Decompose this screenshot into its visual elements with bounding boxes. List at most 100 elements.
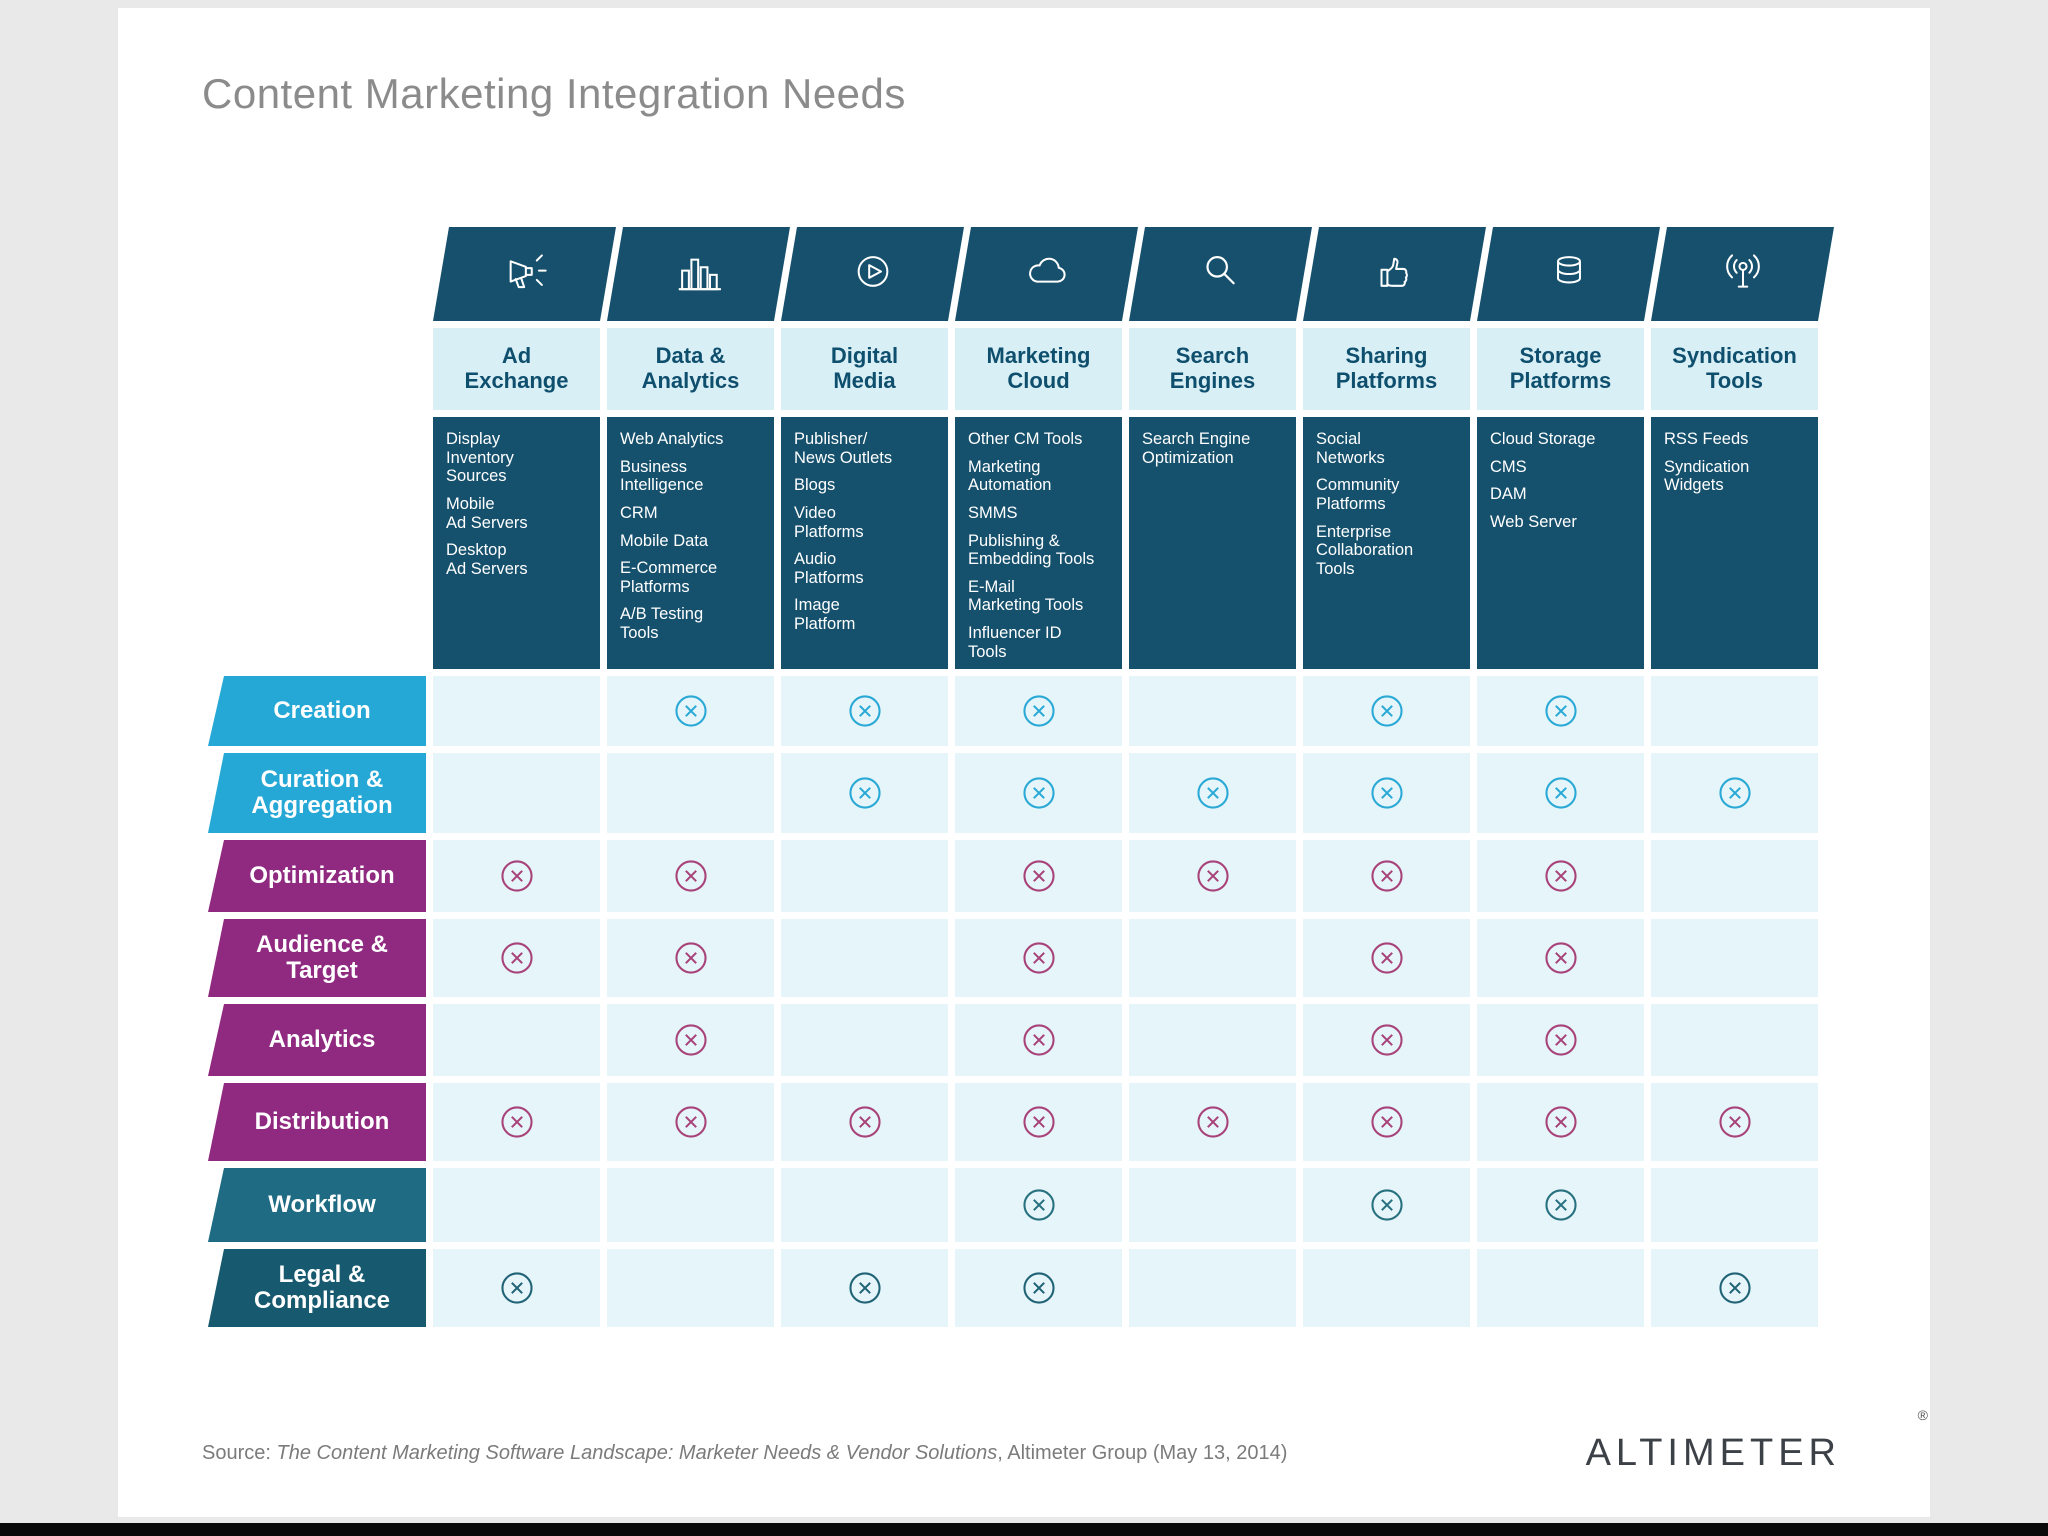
matrix-cell <box>955 1168 1122 1242</box>
circled-x-mark <box>674 694 708 728</box>
column-item: Mobile Ad Servers <box>446 494 528 532</box>
cloud-icon <box>955 227 1138 321</box>
column-items: Publisher/ News Outlets Blogs Video Platfo… <box>781 417 948 669</box>
row-label: Curation & Aggregation <box>208 753 426 833</box>
broadcast-icon <box>1651 227 1834 321</box>
circled-x-mark <box>1370 1188 1404 1222</box>
integration-matrix: Ad Exchange Data & Analytics Digital Media… <box>208 227 1818 1327</box>
bottom-bar <box>0 1523 2048 1536</box>
matrix-cell <box>1651 1004 1818 1076</box>
matrix-cell <box>433 1083 600 1161</box>
circled-x-mark <box>1370 694 1404 728</box>
column-item: Other CM Tools <box>968 430 1083 448</box>
circled-x-mark <box>1196 776 1230 810</box>
circled-x-mark <box>1022 859 1056 893</box>
column-item: E-Mail Marketing Tools <box>968 577 1084 615</box>
column-icon-cell <box>1129 227 1296 321</box>
column-item: RSS Feeds <box>1664 430 1749 448</box>
row-label: Distribution <box>208 1083 426 1161</box>
circled-x-mark <box>1544 859 1578 893</box>
matrix-cell <box>433 1168 600 1242</box>
column-item: Syndication Widgets <box>1664 457 1750 495</box>
matrix-cell <box>607 840 774 912</box>
matrix-cell <box>1303 676 1470 746</box>
matrix-cell <box>607 1004 774 1076</box>
matrix-cell <box>781 1004 948 1076</box>
matrix-cell <box>433 1249 600 1327</box>
circled-x-mark <box>674 941 708 975</box>
column-icon-cell <box>1477 227 1644 321</box>
matrix-cell <box>1651 1083 1818 1161</box>
circled-x-mark <box>1718 776 1752 810</box>
column-item: CRM <box>620 503 658 522</box>
matrix-cell <box>955 1083 1122 1161</box>
matrix-cell <box>607 676 774 746</box>
matrix-cell <box>1477 676 1644 746</box>
circled-x-mark <box>1196 859 1230 893</box>
row-label: Audience & Target <box>208 919 426 997</box>
source-prefix: Source: <box>202 1442 277 1464</box>
circled-x-mark <box>848 694 882 728</box>
circled-x-mark <box>848 1105 882 1139</box>
matrix-cell <box>607 919 774 997</box>
column-item: Cloud Storage <box>1490 430 1596 448</box>
matrix-cell <box>607 1083 774 1161</box>
matrix-cell <box>955 753 1122 833</box>
matrix-cell <box>955 1004 1122 1076</box>
column-item: SMMS <box>968 503 1018 522</box>
circled-x-mark <box>1718 1271 1752 1305</box>
matrix-cell <box>1129 840 1296 912</box>
column-title: Storage Platforms <box>1477 328 1644 410</box>
row-label: Legal & Compliance <box>208 1249 426 1327</box>
circled-x-mark <box>1544 1188 1578 1222</box>
circled-x-mark <box>1544 941 1578 975</box>
column-item: Mobile Data <box>620 531 709 550</box>
circled-x-mark <box>1022 776 1056 810</box>
circled-x-mark <box>674 859 708 893</box>
column-item: Publisher/ News Outlets <box>794 430 893 467</box>
column-item: Social Networks <box>1316 430 1385 467</box>
circled-x-mark <box>1022 1023 1056 1057</box>
matrix-cell <box>955 676 1122 746</box>
column-item: Search Engine Optimization <box>1142 430 1251 467</box>
column-items: Display Inventory Sources Mobile Ad Serve… <box>433 417 600 669</box>
matrix-cell <box>1477 840 1644 912</box>
column-title: Sharing Platforms <box>1303 328 1470 410</box>
matrix-cell <box>781 753 948 833</box>
matrix-cell <box>1303 840 1470 912</box>
matrix-cell <box>781 919 948 997</box>
matrix-cell <box>1477 1249 1644 1327</box>
matrix-cell <box>1477 919 1644 997</box>
search-icon <box>1129 227 1312 321</box>
matrix-cell <box>1129 1168 1296 1242</box>
circled-x-mark <box>1370 1105 1404 1139</box>
column-items: Other CM Tools Marketing Automation SMMS Pu… <box>955 417 1122 669</box>
page-title: Content Marketing Integration Needs <box>202 70 906 117</box>
slide: Content Marketing Integration Needs Ad E… <box>118 8 1930 1517</box>
column-icon-cell <box>781 227 948 321</box>
column-item: Publishing & Embedding Tools <box>968 531 1095 569</box>
matrix-cell <box>1651 919 1818 997</box>
column-item: E-Commerce Platforms <box>620 559 718 596</box>
column-item: Video Platforms <box>794 503 864 541</box>
matrix-cell <box>781 1083 948 1161</box>
circled-x-mark <box>1022 1188 1056 1222</box>
column-title: Ad Exchange <box>433 328 600 410</box>
column-item: Blogs <box>794 476 836 495</box>
column-items: Search Engine Optimization <box>1129 417 1296 669</box>
matrix-cell <box>781 1249 948 1327</box>
matrix-cell <box>433 676 600 746</box>
row-label: Analytics <box>208 1004 426 1076</box>
circled-x-mark <box>674 1023 708 1057</box>
column-items: RSS Feeds Syndication Widgets <box>1651 417 1818 669</box>
matrix-cell <box>1129 1004 1296 1076</box>
matrix-cell <box>1477 1083 1644 1161</box>
matrix-cell <box>1303 919 1470 997</box>
matrix-cell <box>955 919 1122 997</box>
source-title: The Content Marketing Software Landscape… <box>276 1442 998 1464</box>
grid-corner-spacer <box>208 227 426 321</box>
thumbs-up-icon <box>1303 227 1486 321</box>
matrix-cell <box>433 919 600 997</box>
matrix-cell <box>433 753 600 833</box>
circled-x-mark <box>848 776 882 810</box>
